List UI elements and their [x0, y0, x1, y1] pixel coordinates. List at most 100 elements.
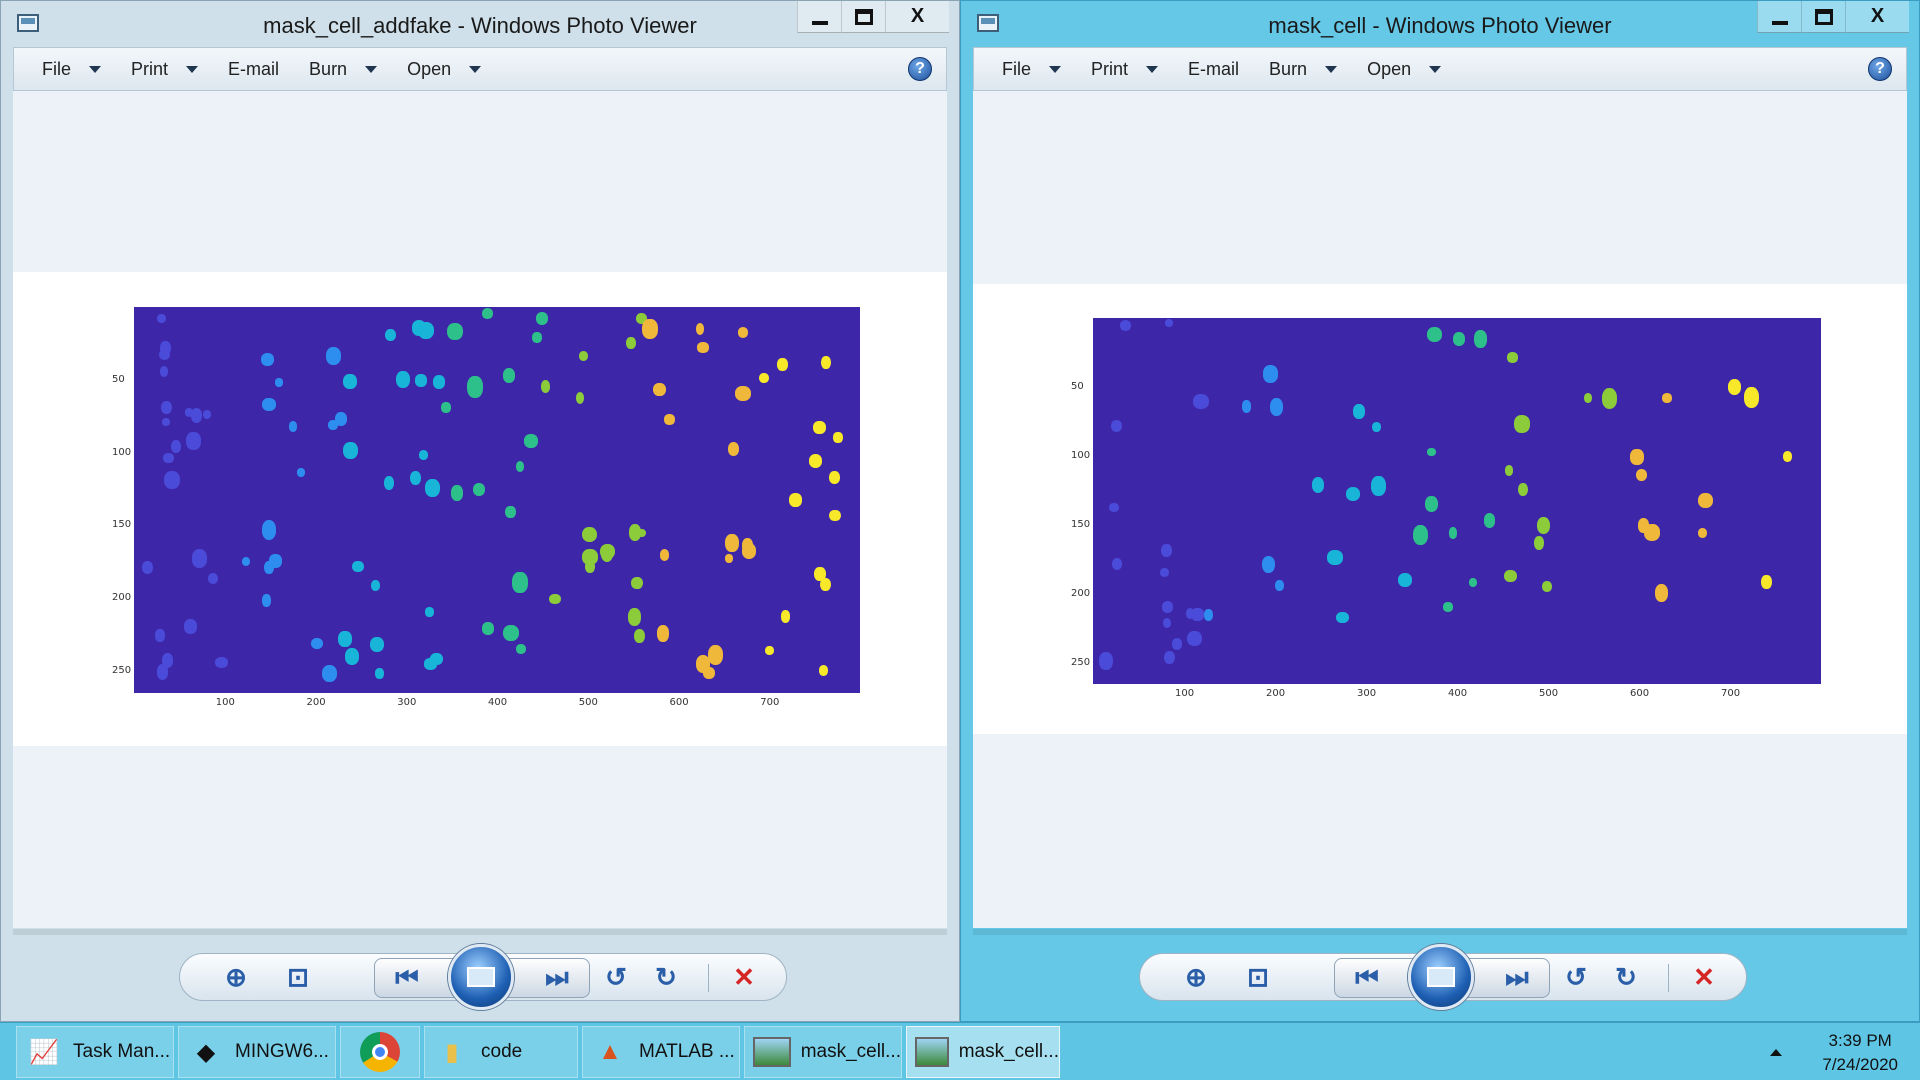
system-clock[interactable]: 3:39 PM 7/24/2020: [1822, 1029, 1898, 1077]
next-button[interactable]: ⏭: [541, 962, 573, 993]
delete-button[interactable]: ✕: [1688, 962, 1720, 992]
fit-window-button[interactable]: ⊡: [1242, 962, 1274, 992]
cell-blob: [1187, 630, 1202, 646]
y-tick-label: 100: [1071, 450, 1091, 462]
cell-blob: [1533, 536, 1545, 551]
cell-blob: [1371, 422, 1382, 432]
cell-blob: [636, 313, 647, 325]
taskbar-item-task-manager[interactable]: 📈 Task Man...: [16, 1026, 174, 1078]
rotate-ccw-icon: ↺: [1565, 961, 1587, 992]
cell-blob: [1426, 448, 1436, 457]
cell-blob: [659, 549, 670, 561]
cell-blob: [727, 441, 740, 456]
matlab-icon: ▲: [598, 1038, 622, 1065]
menu-print[interactable]: Print: [1091, 59, 1159, 80]
cell-blob: [575, 391, 585, 405]
minimize-button[interactable]: [797, 1, 841, 33]
menu-email[interactable]: E-mail: [1188, 58, 1240, 79]
photo-viewer-icon: [915, 1037, 949, 1067]
photo-viewer-app-icon[interactable]: [17, 14, 39, 32]
cell-blob: [503, 624, 520, 642]
cell-blob: [1185, 608, 1195, 620]
fit-window-button[interactable]: ⊡: [282, 962, 314, 992]
cell-blob: [1698, 493, 1713, 509]
rotate-ccw-button[interactable]: ↺: [1560, 962, 1592, 992]
taskbar-item-chrome[interactable]: [340, 1026, 420, 1078]
photo-viewer-app-icon[interactable]: [977, 14, 999, 32]
taskbar-item-mingw[interactable]: ◆ MINGW6...: [178, 1026, 336, 1078]
cell-blob: [1474, 330, 1488, 348]
cell-blob: [1661, 393, 1672, 403]
cell-blob: [789, 492, 802, 507]
menu-file[interactable]: File: [42, 59, 102, 80]
title-bar[interactable]: mask_cell - Windows Photo Viewer X: [973, 1, 1909, 47]
cell-blob: [579, 350, 589, 362]
menu-print[interactable]: Print: [131, 59, 199, 80]
menu-file[interactable]: File: [1002, 59, 1062, 80]
slideshow-button[interactable]: [1408, 944, 1474, 1010]
taskbar-item-photo-viewer-1[interactable]: mask_cell...: [744, 1026, 902, 1078]
cell-blob: [1162, 617, 1172, 629]
image-viewport[interactable]: 100 200 300 400 500 600 700 50 100 150 200 250: [13, 91, 947, 928]
cell-blob: [1542, 581, 1553, 593]
zoom-button[interactable]: ⊕: [220, 962, 252, 992]
maximize-button[interactable]: [1801, 1, 1845, 33]
displayed-image: 100 200 300 400 500 600 700 50 100 150 200 250: [973, 284, 1907, 734]
cell-blob: [734, 385, 751, 401]
help-icon[interactable]: ?: [908, 57, 932, 81]
cell-blob: [328, 420, 338, 431]
rotate-ccw-button[interactable]: ↺: [600, 962, 632, 992]
minimize-button[interactable]: [1757, 1, 1801, 33]
menu-burn[interactable]: Burn: [1269, 59, 1338, 80]
next-icon: ⏭: [1505, 962, 1529, 992]
title-bar[interactable]: mask_cell_addfake - Windows Photo Viewer…: [13, 1, 949, 47]
window-title: mask_cell - Windows Photo Viewer: [1268, 13, 1612, 38]
photo-viewer-window-left[interactable]: mask_cell_addfake - Windows Photo Viewer…: [0, 0, 960, 1022]
next-button[interactable]: ⏭: [1501, 962, 1533, 993]
cell-blob: [467, 376, 484, 398]
cell-blob: [1630, 449, 1644, 465]
cell-blob: [215, 656, 228, 669]
chrome-icon: [360, 1032, 400, 1072]
cell-blob: [505, 505, 516, 519]
cell-blob: [288, 420, 297, 432]
show-hidden-icons-icon[interactable]: [1770, 1049, 1782, 1056]
fit-window-icon: ⊡: [287, 961, 309, 992]
maximize-icon: [854, 8, 873, 25]
close-button[interactable]: X: [1845, 1, 1909, 33]
cell-blob: [540, 379, 551, 393]
cell-blob: [780, 610, 790, 623]
previous-button[interactable]: ⏮: [1351, 962, 1383, 993]
zoom-button[interactable]: ⊕: [1180, 962, 1212, 992]
cell-blob: [697, 342, 709, 353]
mask-plot-area: [1093, 318, 1821, 684]
image-viewport[interactable]: 100 200 300 400 500 600 700 50 100 150 200 250: [973, 91, 1907, 928]
cell-blob: [1448, 527, 1457, 539]
photo-viewer-window-right[interactable]: mask_cell - Windows Photo Viewer X File …: [960, 0, 1920, 1022]
maximize-button[interactable]: [841, 1, 885, 33]
slideshow-button[interactable]: [448, 944, 514, 1010]
chevron-down-icon: [186, 65, 199, 73]
cell-blob: [141, 561, 153, 575]
help-icon[interactable]: ?: [1868, 57, 1892, 81]
menu-email[interactable]: E-mail: [228, 58, 280, 79]
menu-burn[interactable]: Burn: [309, 59, 378, 80]
delete-button[interactable]: ✕: [728, 962, 760, 992]
cell-blob: [261, 519, 277, 540]
close-button[interactable]: X: [885, 1, 949, 33]
menu-open[interactable]: Open: [1367, 59, 1442, 80]
cell-blob: [207, 573, 218, 584]
cell-blob: [821, 355, 832, 370]
rotate-cw-button[interactable]: ↻: [1610, 962, 1642, 992]
menu-open[interactable]: Open: [407, 59, 482, 80]
previous-button[interactable]: ⏮: [391, 962, 423, 993]
cell-blob: [1743, 387, 1759, 408]
cell-blob: [472, 482, 486, 496]
taskbar-item-matlab[interactable]: ▲ MATLAB ...: [582, 1026, 740, 1078]
taskbar-item-code-folder[interactable]: ▮ code: [424, 1026, 578, 1078]
cell-blob: [1468, 577, 1477, 588]
cell-blob: [161, 400, 173, 415]
taskbar-item-photo-viewer-2[interactable]: mask_cell...: [906, 1026, 1060, 1078]
rotate-cw-button[interactable]: ↻: [650, 962, 682, 992]
chevron-down-icon: [1146, 65, 1159, 73]
